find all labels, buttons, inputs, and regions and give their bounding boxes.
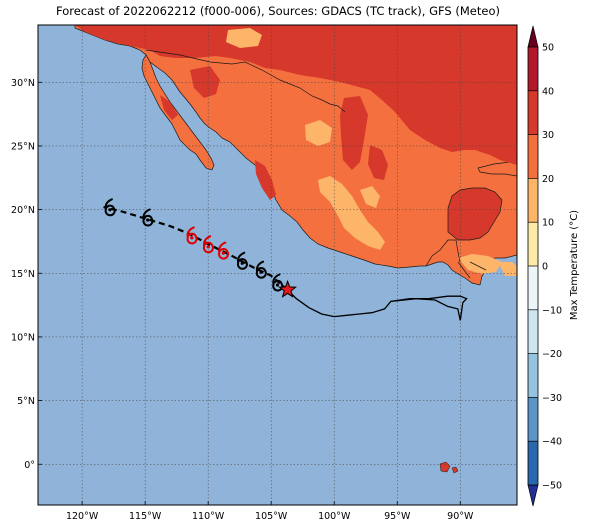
- tick-label-lat-1: 25°N: [11, 141, 35, 152]
- storm-symbol-eye: [108, 208, 112, 212]
- zone-30-40-tampico: [368, 145, 388, 180]
- storm-symbol-spiral: [142, 208, 154, 227]
- current-position-star-icon: [278, 279, 298, 298]
- zone-20-30-plateau-2: [360, 186, 380, 208]
- tick-label-lon-6: 90°W: [447, 511, 474, 522]
- tick-label-lon-5: 95°W: [384, 511, 411, 522]
- colorbar: 50 40 30 20 10 0 −10 −20 −30 −40 −50: [527, 25, 562, 507]
- storm-symbol-eye: [240, 261, 244, 265]
- colorbar-tick-label: −20: [542, 349, 562, 360]
- colorbar-tick-label: 20: [542, 174, 554, 185]
- storm-symbol-eye: [221, 251, 225, 255]
- colorbar-segment: [528, 90, 538, 135]
- zone-30-40-sonora: [190, 66, 220, 98]
- storm-symbol-eye: [259, 270, 263, 274]
- map-frame-content: [38, 25, 517, 505]
- storm-symbol-spiral: [186, 226, 198, 245]
- zone-20-30-central-america: [458, 254, 502, 274]
- colorbar-segment: [528, 397, 538, 442]
- land-yucatan: [447, 187, 503, 241]
- tick-label-lon-0: 120°W: [66, 511, 99, 522]
- colorbar-tick-label: 50: [542, 43, 554, 54]
- tick-label-lat-2: 20°N: [11, 205, 35, 216]
- zone-30-40-mazatlan: [255, 160, 276, 200]
- colorbar-segment: [528, 134, 538, 179]
- colorbar-segment: [528, 441, 538, 485]
- colorbar-tick-label: 30: [542, 130, 554, 141]
- storm-symbol-spiral: [202, 235, 214, 254]
- storm-symbol-eye: [275, 283, 280, 287]
- colorbar-tick-label: 10: [542, 218, 554, 229]
- colorbar-tick-label: −10: [542, 305, 562, 316]
- border-central-america-1: [457, 261, 471, 279]
- land-galapagos-2: [451, 466, 459, 474]
- zone-30-40-north: [75, 25, 517, 165]
- colorbar-segment: [528, 222, 538, 266]
- storm-symbol-icon: [202, 235, 214, 254]
- colorbar-tick-label: −50: [542, 481, 562, 492]
- land-cuba: [477, 161, 517, 177]
- storm-symbol-spiral: [255, 260, 267, 279]
- storm-symbol-icon: [104, 198, 116, 217]
- borders: [145, 49, 487, 279]
- colorbar-extend-bottom: [527, 484, 539, 507]
- zone-20-30-desert: [226, 28, 262, 48]
- storm-symbol-eye: [190, 236, 194, 240]
- storm-symbol-icon: [142, 208, 154, 227]
- storm-track: [103, 198, 468, 321]
- colorbar-segment: [528, 266, 538, 310]
- tick-label-lon-4: 100°W: [318, 511, 351, 522]
- tick-label-lat-6: 0°: [24, 460, 35, 471]
- colorbar-segment: [528, 47, 538, 91]
- tick-label-lon-3: 105°W: [255, 511, 288, 522]
- storm-symbol-icon: [236, 251, 248, 270]
- map-title: Forecast of 2022062212 (f000-006), Sourc…: [56, 4, 500, 18]
- zone-30-40-baja: [160, 95, 178, 120]
- past-track-line: [287, 289, 468, 321]
- tick-label-lat-3: 15°N: [11, 269, 35, 280]
- storm-symbol-spiral: [218, 241, 229, 260]
- storm-symbol-spiral: [272, 273, 284, 292]
- storm-symbol-spiral: [104, 198, 116, 217]
- colorbar-tick-label: −30: [542, 393, 562, 404]
- land-baja-california: [141, 54, 215, 171]
- zone-20-30-cuba: [498, 262, 517, 276]
- colorbar-tick-label: −40: [542, 437, 562, 448]
- tick-label-lon-2: 110°W: [192, 511, 225, 522]
- border-guatemala: [425, 239, 461, 267]
- zone-30-40-gulf: [340, 96, 368, 170]
- colorbar-segment: [528, 309, 538, 354]
- temperature-zones: [75, 25, 517, 276]
- colorbar-segment: [528, 353, 538, 398]
- gridlines: [38, 25, 517, 505]
- storm-symbol-eye: [146, 218, 150, 222]
- tick-label-lat-4: 10°N: [11, 332, 35, 343]
- zone-20-30-plateau-north: [305, 120, 332, 146]
- border-us-mexico: [145, 49, 346, 113]
- tick-label-lon-1: 115°W: [129, 511, 162, 522]
- colorbar-tick-label: 40: [542, 86, 554, 97]
- storm-symbol-icon: [218, 241, 229, 260]
- colorbar-tick-label: 0: [542, 262, 548, 273]
- tick-label-lat-5: 5°N: [17, 396, 35, 407]
- storm-symbol-spiral: [236, 251, 248, 270]
- tick-label-lat-0: 30°N: [11, 78, 35, 89]
- colorbar-segment: [528, 178, 538, 223]
- storm-symbol-icon: [255, 260, 267, 279]
- axis-ticks: 120°W 115°W 110°W 105°W 100°W 95°W 90°W 30°N 25°…: [11, 78, 474, 522]
- colorbar-label: Max Temperature (°C): [569, 210, 580, 320]
- zone-20-30-plateau: [318, 176, 385, 250]
- colorbar-extend-top: [527, 25, 539, 48]
- storm-symbol-icon: [186, 226, 198, 245]
- border-central-america-2: [469, 261, 487, 271]
- storm-symbol-eye: [206, 245, 210, 249]
- storm-symbol-icon: [272, 273, 284, 292]
- map-border: [37, 24, 518, 506]
